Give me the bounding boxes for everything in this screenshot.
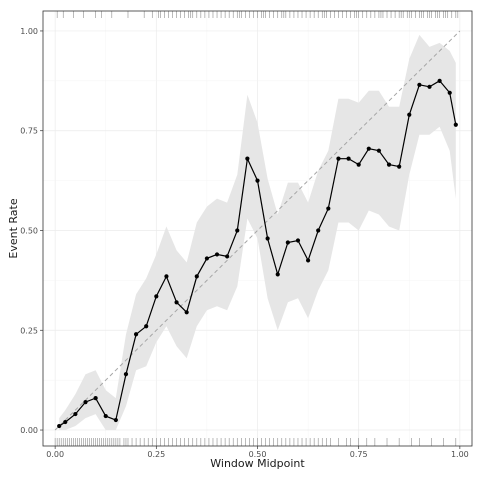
reference-diagonal-line [54, 30, 461, 431]
data-point [386, 162, 392, 167]
x-axis-title: Window Midpoint [210, 457, 305, 470]
x-axis-ticks: 0.00 0.25 0.50 0.75 1.00 [46, 446, 469, 459]
rug-top [56, 11, 459, 18]
rug-bottom [54, 438, 457, 446]
data-point [225, 254, 230, 259]
data-point [83, 400, 88, 405]
y-tick-label: 0.00 [20, 426, 38, 435]
data-point [133, 332, 139, 337]
confidence-band [59, 34, 456, 431]
y-axis-title: Event Rate [7, 198, 20, 258]
data-point [366, 146, 371, 151]
data-point [427, 84, 432, 89]
data-point [376, 148, 382, 153]
data-point [407, 112, 412, 117]
data-point [235, 228, 240, 233]
data-point [336, 156, 341, 161]
data-point [113, 417, 118, 423]
y-tick-label: 0.75 [20, 127, 38, 136]
data-point [93, 396, 98, 401]
data-point [194, 274, 199, 279]
data-point [397, 164, 402, 169]
x-tick-label: 0.75 [350, 450, 368, 459]
data-point [63, 419, 68, 425]
data-point [123, 372, 129, 377]
data-point [184, 310, 189, 315]
data-point [316, 228, 321, 233]
x-tick-label: 1.00 [451, 450, 469, 459]
data-point [285, 240, 290, 245]
data-point [154, 294, 159, 299]
data-point [305, 258, 311, 263]
data-point [57, 423, 62, 429]
data-point [326, 206, 331, 211]
data-point [164, 274, 169, 279]
data-point [275, 272, 280, 277]
data-point [103, 413, 108, 419]
data-point [144, 324, 149, 329]
data-point [73, 411, 78, 417]
y-tick-label: 0.25 [20, 326, 38, 335]
x-tick-label: 0.50 [249, 450, 267, 459]
data-point [255, 178, 260, 183]
data-point [346, 156, 351, 161]
data-point [437, 78, 442, 83]
data-point [245, 156, 250, 161]
data-point [204, 256, 210, 261]
data-point [447, 90, 452, 95]
data-points [57, 78, 458, 429]
y-tick-label: 0.50 [20, 226, 38, 235]
data-point [295, 238, 301, 243]
data-point [453, 122, 458, 127]
data-point [174, 300, 179, 305]
x-tick-label: 0.25 [147, 450, 165, 459]
data-point [417, 82, 422, 87]
x-tick-label: 0.00 [46, 450, 64, 459]
data-point [214, 252, 220, 257]
data-point [356, 162, 361, 167]
y-axis-ticks: 0.00 0.25 0.50 0.75 1.00 [20, 27, 43, 435]
data-point [265, 236, 270, 241]
y-tick-label: 1.00 [20, 27, 38, 36]
